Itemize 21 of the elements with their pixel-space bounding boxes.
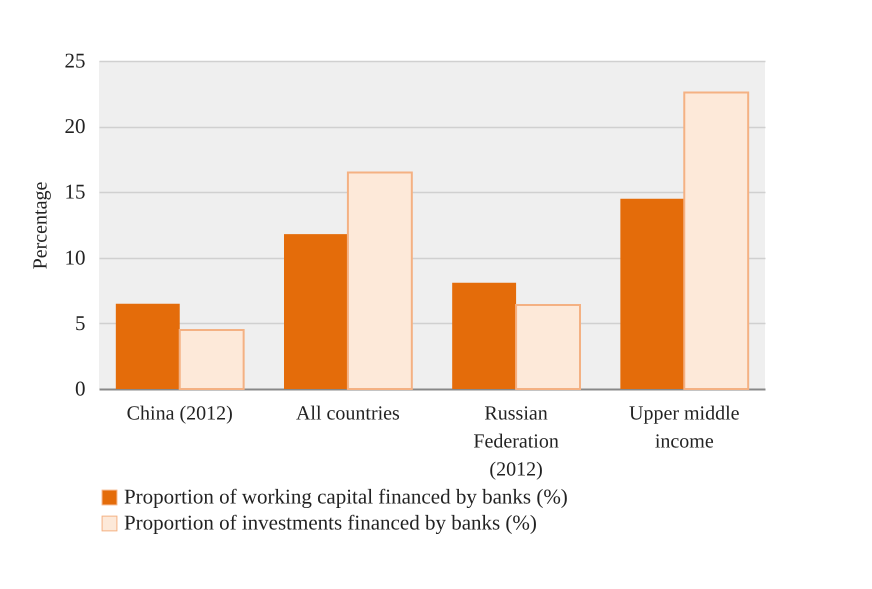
x-tick-label: China (2012) bbox=[126, 402, 233, 424]
bar bbox=[346, 172, 413, 390]
bar bbox=[116, 304, 180, 389]
legend-label: Proportion of investments financed by banks (%) bbox=[124, 510, 537, 534]
y-tick-label: 25 bbox=[64, 48, 86, 72]
y-tick-label: 0 bbox=[75, 376, 86, 400]
y-axis-title: Percentage bbox=[30, 182, 52, 270]
y-tick-label: 5 bbox=[75, 310, 86, 335]
x-tick-label: All countries bbox=[296, 402, 400, 424]
y-tick-label: 15 bbox=[64, 180, 86, 204]
bar bbox=[515, 304, 581, 390]
x-tick-label: Upper middle income bbox=[629, 402, 740, 452]
x-tick-label: Russian Federation (2012) bbox=[473, 402, 559, 480]
bar bbox=[178, 328, 245, 390]
bar bbox=[452, 282, 516, 389]
legend-label: Proportion of working capital financed by banks (%) bbox=[124, 484, 568, 508]
bar bbox=[284, 234, 348, 389]
y-tick-label: 20 bbox=[64, 114, 86, 138]
bar bbox=[683, 91, 750, 390]
bar bbox=[620, 198, 684, 389]
y-tick-label: 10 bbox=[64, 245, 86, 270]
